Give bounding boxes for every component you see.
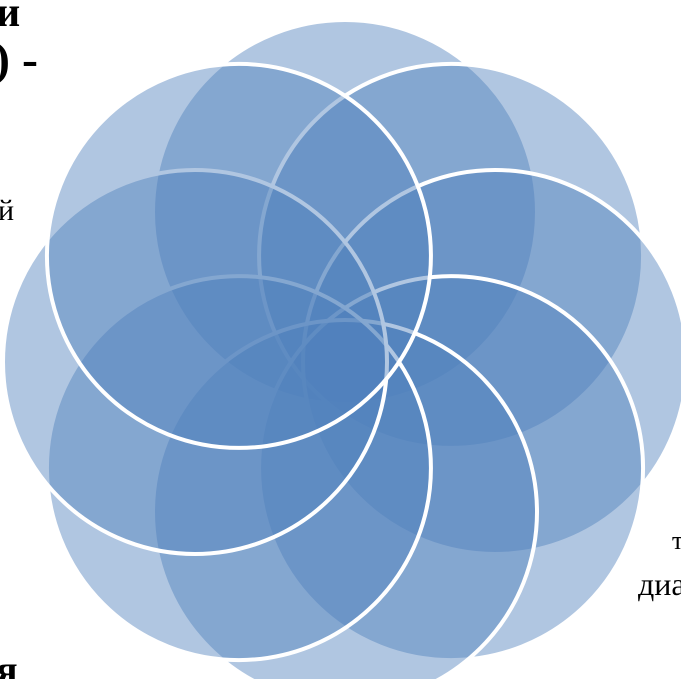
text-fragment: диа: [638, 566, 681, 602]
text-fragment: ) -: [0, 33, 38, 86]
text-fragment: и: [0, 0, 21, 36]
text-fragment: й: [0, 194, 15, 227]
petal-circle: [301, 168, 681, 556]
petals: [1, 18, 681, 679]
petal-circle: [151, 318, 539, 679]
petal-circle: [151, 18, 539, 406]
petal-circle: [44, 61, 433, 450]
petal-circle: [1, 168, 389, 556]
text-fragment: т: [672, 526, 681, 555]
petal-circle: [44, 274, 433, 663]
petal-circle: [257, 274, 646, 663]
text-fragment: я: [0, 647, 18, 679]
petal-circle: [257, 61, 646, 450]
